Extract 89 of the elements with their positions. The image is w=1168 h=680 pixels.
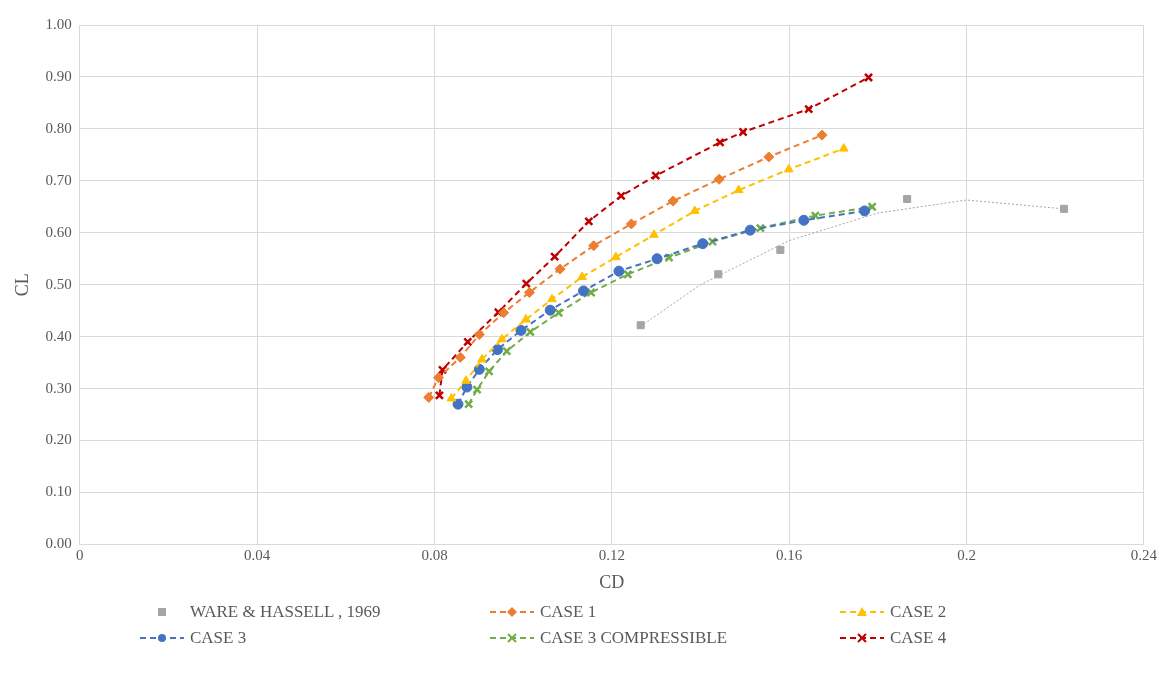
point	[461, 375, 471, 384]
point	[502, 346, 512, 356]
point	[863, 72, 874, 83]
point	[549, 251, 560, 262]
x-tick-label: 0.08	[421, 547, 448, 564]
point	[497, 333, 507, 343]
point	[816, 129, 828, 141]
point	[577, 285, 589, 297]
point	[491, 344, 503, 356]
point	[484, 366, 494, 377]
point	[903, 194, 912, 204]
point	[776, 245, 785, 254]
point	[649, 229, 659, 238]
point	[554, 263, 566, 275]
point	[463, 399, 474, 409]
point	[446, 392, 457, 402]
point	[798, 214, 810, 226]
y-tick-label: 0.10	[45, 483, 72, 500]
point	[454, 351, 466, 363]
legend-label: CASE 1	[540, 602, 597, 622]
point	[515, 324, 527, 336]
point	[763, 151, 775, 163]
point	[498, 307, 510, 319]
point	[584, 216, 594, 227]
point	[738, 127, 748, 137]
point	[689, 205, 700, 214]
point	[616, 191, 626, 201]
point	[623, 269, 633, 280]
point	[867, 202, 877, 212]
y-tick-label: 0.40	[45, 327, 72, 344]
point	[650, 170, 661, 181]
point	[715, 137, 725, 148]
point	[613, 265, 625, 277]
point	[521, 278, 532, 289]
point	[473, 329, 485, 341]
legend-label: CASE 2	[890, 602, 947, 622]
legend-label: CASE 4	[890, 628, 947, 648]
point	[744, 224, 756, 236]
point	[477, 353, 487, 363]
point	[588, 240, 600, 252]
x-tick-label: 0.24	[1130, 547, 1158, 564]
point	[521, 314, 531, 323]
y-tick-label: 0.30	[45, 379, 72, 396]
point	[859, 205, 871, 217]
y-tick-label: 0.70	[45, 171, 72, 188]
point	[697, 238, 709, 250]
point	[434, 390, 445, 401]
x-axis-title: CD	[599, 571, 625, 592]
point	[803, 104, 814, 114]
point	[838, 143, 849, 152]
point	[651, 253, 663, 265]
point	[783, 163, 794, 173]
y-tick-label: 0.90	[45, 67, 72, 84]
point	[525, 327, 536, 337]
point	[577, 271, 587, 280]
x-tick-label: 0	[76, 547, 84, 564]
point	[462, 337, 473, 347]
y-tick-label: 0.50	[45, 275, 72, 292]
point	[733, 184, 744, 194]
point	[523, 286, 535, 298]
point	[472, 384, 482, 395]
x-tick-label: 0.2	[957, 547, 976, 564]
y-tick-label: 0.00	[45, 535, 72, 552]
x-tick-label: 0.12	[598, 547, 625, 564]
point	[586, 287, 596, 298]
point	[611, 251, 621, 261]
point	[810, 210, 821, 221]
x-tick-label: 0.04	[244, 547, 271, 564]
point	[452, 398, 464, 410]
point	[664, 252, 674, 263]
point	[636, 321, 645, 330]
point	[547, 293, 557, 303]
y-tick-label: 0.20	[45, 431, 72, 448]
y-axis-title: CL	[11, 273, 32, 297]
point	[667, 195, 679, 207]
point	[713, 173, 725, 185]
point	[544, 304, 556, 316]
legend-label: CASE 3	[190, 628, 247, 648]
legend-label: CASE 3 COMPRESSIBLE	[540, 628, 728, 648]
point	[433, 372, 445, 384]
point	[1060, 204, 1069, 213]
y-tick-label: 0.60	[45, 223, 72, 240]
point	[625, 218, 637, 230]
point	[714, 270, 723, 279]
point	[423, 391, 435, 403]
y-tick-label: 1.00	[45, 15, 72, 32]
legend-label: WARE & HASSELL , 1969	[190, 602, 381, 622]
x-tick-label: 0.16	[776, 547, 803, 564]
y-tick-label: 0.80	[45, 119, 72, 136]
